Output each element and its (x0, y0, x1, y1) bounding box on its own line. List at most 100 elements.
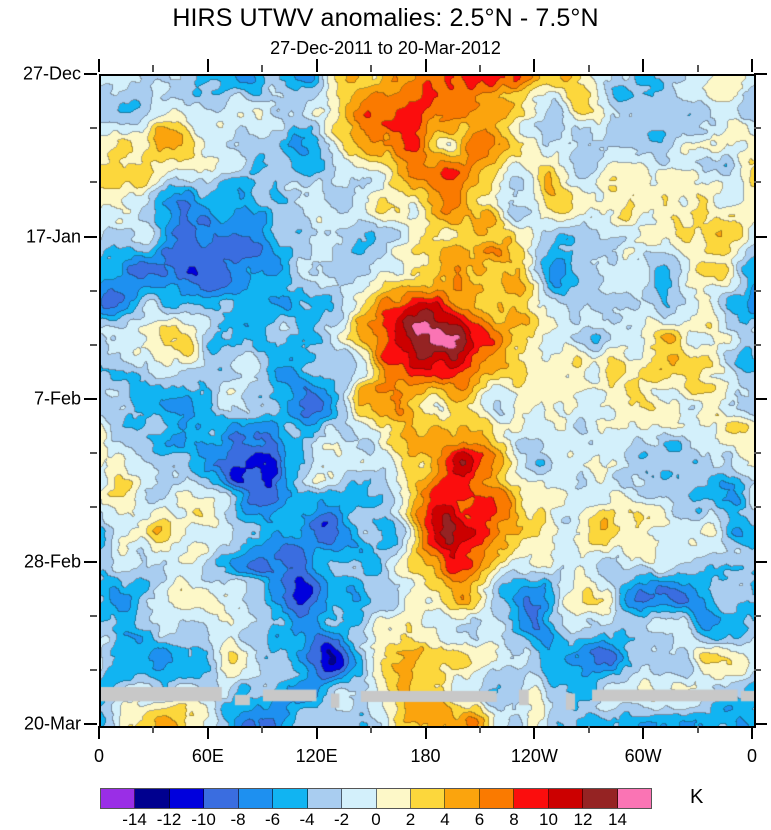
y-major-tick-right (754, 73, 767, 75)
y-minor-tick (90, 181, 97, 184)
x-major-tick-top (206, 59, 209, 72)
y-minor-tick (90, 506, 97, 509)
x-major-tick (315, 726, 318, 739)
page-title: HIRS UTWV anomalies: 2.5°N - 7.5°N (172, 4, 599, 32)
x-major-tick-top (642, 59, 645, 72)
y-minor-tick (90, 343, 97, 346)
y-major-tick-right (754, 723, 767, 725)
x-major-tick-top (98, 59, 100, 72)
colorbar-tick-label: 2 (405, 810, 416, 829)
y-minor-tick-right (754, 452, 761, 455)
x-major-tick (206, 726, 209, 739)
colorbar-tick-label: -4 (299, 810, 315, 829)
x-major-tick-top (751, 59, 753, 72)
y-minor-tick-right (754, 506, 761, 509)
colorbar-swatch (169, 789, 205, 808)
colorbar-swatch (307, 789, 343, 808)
x-minor-tick-top (696, 65, 699, 72)
contour-field-canvas (101, 76, 754, 726)
page-subtitle: 27-Dec-2011 to 20-Mar-2012 (270, 38, 501, 58)
y-major-tick (84, 723, 97, 725)
x-tick-label: 0 (93, 746, 105, 766)
colorbar-tick-label: -12 (156, 810, 182, 829)
colorbar-swatch (273, 789, 308, 808)
colorbar-tick-label: 0 (371, 810, 381, 829)
x-minor-tick-top (152, 65, 155, 72)
colorbar-tick-label: 12 (573, 810, 593, 829)
colorbar-swatch (135, 789, 170, 808)
y-tick-label: 17-Jan (25, 226, 81, 246)
x-major-tick (533, 726, 536, 739)
y-major-tick (84, 235, 97, 238)
y-tick-label: 28-Feb (23, 551, 81, 571)
y-major-tick (84, 560, 97, 563)
colorbar-tick-label: 6 (474, 810, 485, 829)
colorbar-swatch (548, 789, 584, 808)
colorbar-swatch (583, 789, 618, 808)
colorbar-tick-label: -14 (122, 810, 147, 829)
y-minor-tick (90, 289, 97, 292)
x-major-tick-top (424, 59, 427, 72)
y-minor-tick-right (754, 289, 761, 292)
x-minor-tick (587, 726, 590, 733)
colorbar-units-label: K (690, 786, 704, 808)
y-minor-tick (90, 668, 97, 671)
colorbar-swatch (617, 789, 651, 808)
y-minor-tick (90, 127, 97, 130)
y-tick-label: 20-Mar (23, 713, 81, 734)
x-minor-tick-top (478, 65, 481, 72)
x-minor-tick (478, 726, 481, 733)
x-tick-label: 120E (295, 746, 338, 766)
colorbar-swatch (479, 789, 515, 808)
y-major-tick-right (754, 235, 767, 238)
y-tick-label: 27-Dec (22, 63, 81, 84)
x-tick-label: 120W (510, 746, 558, 766)
y-major-tick (84, 73, 97, 75)
x-major-tick (751, 726, 753, 739)
y-minor-tick (90, 614, 97, 617)
colorbar-swatch (101, 789, 136, 808)
x-tick-label: 60W (624, 746, 662, 766)
colorbar-swatch (410, 789, 446, 808)
hovmoller-plot-area (99, 74, 756, 728)
colorbar (100, 788, 652, 809)
x-tick-label: 0 (746, 746, 758, 766)
colorbar-swatch (514, 789, 549, 808)
y-minor-tick-right (754, 127, 761, 130)
colorbar-tick-label: 4 (440, 810, 450, 829)
x-tick-label: 60E (191, 746, 224, 766)
x-minor-tick (152, 726, 155, 733)
x-minor-tick (696, 726, 699, 733)
x-minor-tick-top (370, 65, 373, 72)
x-major-tick (98, 726, 100, 739)
y-minor-tick-right (754, 614, 761, 617)
y-major-tick (84, 398, 97, 400)
y-tick-label: 7-Feb (33, 388, 81, 409)
y-minor-tick-right (754, 668, 761, 671)
colorbar-swatches (100, 788, 652, 809)
x-minor-tick (261, 726, 264, 733)
colorbar-swatch (204, 789, 239, 808)
colorbar-tick-label: 8 (509, 810, 519, 829)
colorbar-swatch (238, 789, 274, 808)
x-tick-label: 180 (410, 746, 441, 766)
colorbar-swatch (376, 789, 411, 808)
colorbar-tick-label: -10 (191, 810, 216, 829)
x-minor-tick-top (587, 65, 590, 72)
x-minor-tick-top (261, 65, 264, 72)
x-major-tick-top (533, 59, 536, 72)
colorbar-tick-label: -2 (333, 810, 350, 829)
colorbar-tick-label: -6 (264, 810, 281, 829)
colorbar-swatch (445, 789, 480, 808)
y-minor-tick-right (754, 343, 761, 346)
y-minor-tick-right (754, 181, 761, 184)
y-minor-tick (90, 452, 97, 455)
colorbar-tick-label: 10 (539, 810, 558, 829)
y-major-tick-right (754, 398, 767, 400)
x-major-tick-top (315, 59, 318, 72)
x-major-tick (424, 726, 427, 739)
x-major-tick (642, 726, 645, 739)
colorbar-swatch (342, 789, 377, 808)
x-minor-tick (370, 726, 373, 733)
colorbar-tick-label: 14 (608, 810, 627, 829)
